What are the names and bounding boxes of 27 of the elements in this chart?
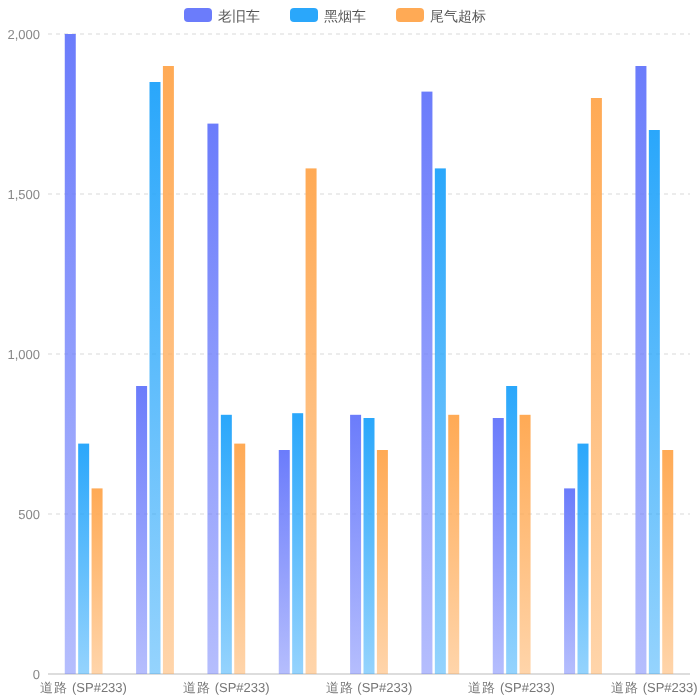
bar: [635, 66, 647, 674]
bar: [136, 386, 148, 674]
bar: [434, 168, 446, 674]
bar: [662, 450, 674, 674]
bar: [577, 443, 589, 674]
bar: [292, 413, 304, 674]
bar: [64, 34, 76, 674]
bar: [506, 386, 518, 674]
bar: [492, 418, 504, 674]
bar: [278, 450, 290, 674]
bar: [648, 130, 660, 674]
bar: [78, 443, 90, 674]
bar: [234, 443, 246, 674]
bar: [363, 418, 375, 674]
bar: [350, 414, 362, 674]
bar: [91, 488, 103, 674]
bar: [448, 414, 460, 674]
bar: [376, 450, 388, 674]
bar: [207, 123, 219, 674]
bar: [564, 488, 576, 674]
bar: [421, 91, 433, 674]
bar: [590, 98, 602, 674]
bar: [162, 66, 174, 674]
bar: [305, 168, 317, 674]
bar: [149, 82, 161, 674]
bar: [220, 414, 232, 674]
bar: [519, 414, 531, 674]
